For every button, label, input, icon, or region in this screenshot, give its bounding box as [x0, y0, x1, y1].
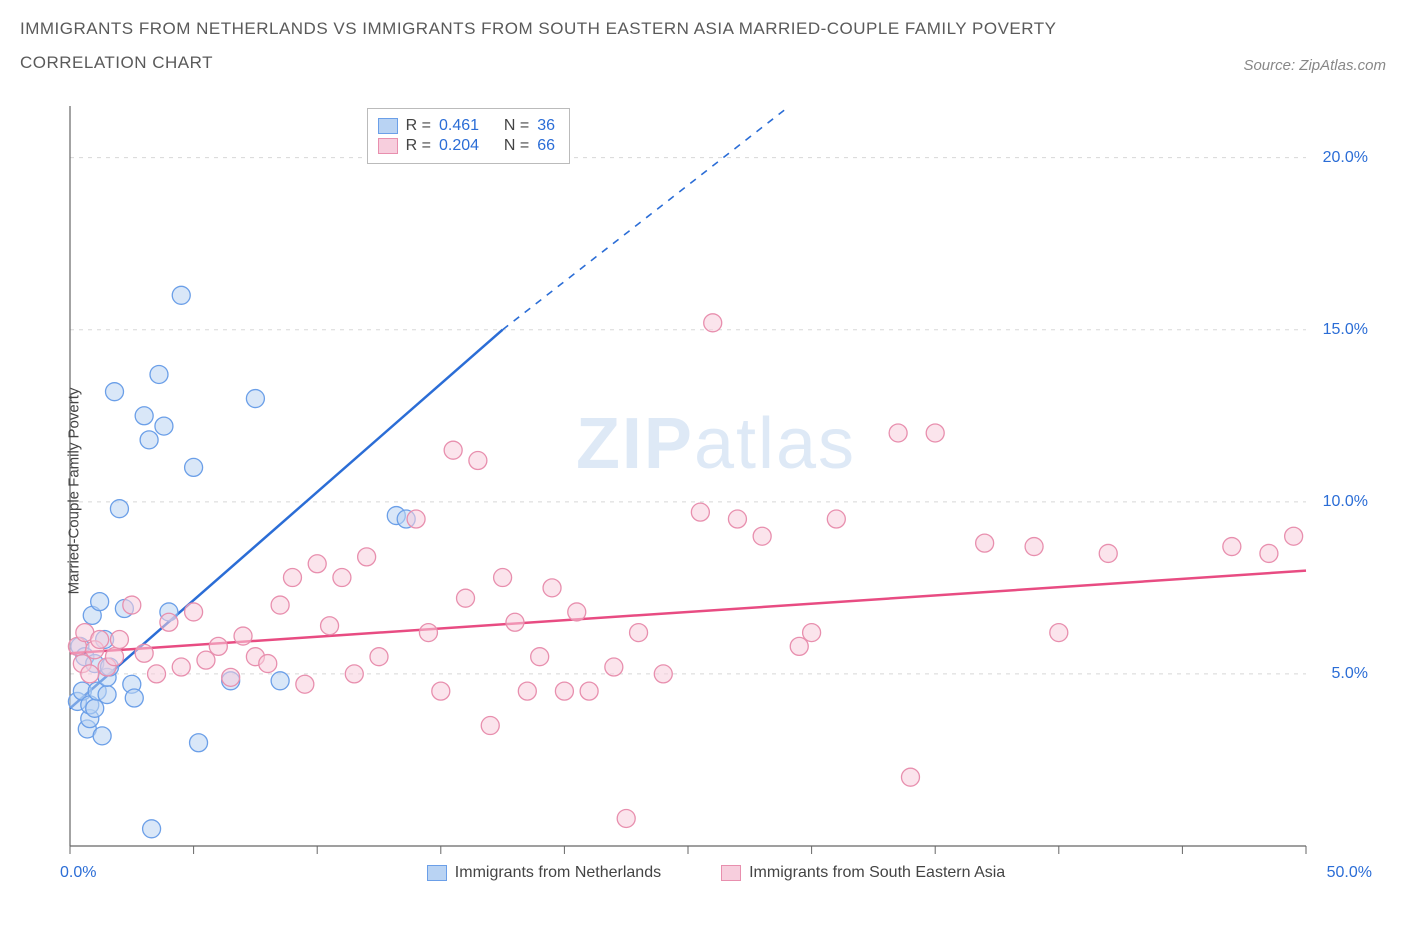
chart-container: Married-Couple Family Poverty ZIPatlas R… — [56, 96, 1376, 886]
series-legend-label: Immigrants from Netherlands — [455, 864, 661, 882]
stats-legend-row: R = 0.461 N = 36 — [378, 117, 555, 135]
y-tick-label: 20.0% — [1323, 149, 1368, 167]
scatter-chart — [56, 96, 1376, 886]
y-axis-label: Married-Couple Family Poverty — [66, 388, 83, 595]
stats-legend: R = 0.461 N = 36 R = 0.204 N = 66 — [367, 108, 570, 164]
legend-swatch — [427, 865, 447, 881]
series-legend-item: Immigrants from Netherlands — [427, 864, 661, 882]
y-tick-label: 10.0% — [1323, 493, 1368, 511]
legend-swatch — [378, 118, 398, 134]
y-tick-label: 5.0% — [1332, 665, 1368, 683]
chart-title: IMMIGRANTS FROM NETHERLANDS VS IMMIGRANT… — [20, 12, 1120, 80]
series-legend-label: Immigrants from South Eastern Asia — [749, 864, 1005, 882]
y-tick-label: 15.0% — [1323, 321, 1368, 339]
stats-legend-row: R = 0.204 N = 66 — [378, 137, 555, 155]
legend-swatch — [721, 865, 741, 881]
series-legend-item: Immigrants from South Eastern Asia — [721, 864, 1005, 882]
source-label: Source: ZipAtlas.com — [1243, 57, 1386, 80]
series-legend: Immigrants from Netherlands Immigrants fr… — [56, 864, 1376, 882]
legend-swatch — [378, 138, 398, 154]
